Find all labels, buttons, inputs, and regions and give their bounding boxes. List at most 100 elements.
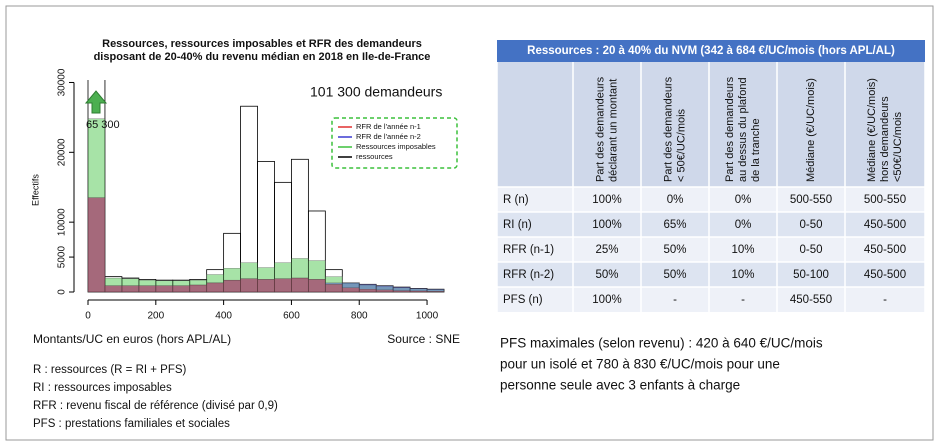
footer-text: PFS maximales (selon revenu) : 420 à 640… xyxy=(500,336,823,351)
bars xyxy=(87,80,445,293)
note: RFR : revenu fiscal de référence (divisé… xyxy=(33,400,278,412)
legend-box xyxy=(331,117,458,169)
y-axis-label: Effectifs xyxy=(30,174,40,206)
histogram-bar xyxy=(257,279,275,293)
histogram-bar xyxy=(409,290,428,293)
table-row-bg xyxy=(497,187,925,212)
arrow-icon xyxy=(84,90,108,114)
table-cell: 50% xyxy=(663,269,686,281)
legend-label: Ressources imposables xyxy=(356,142,436,151)
histogram-bar xyxy=(240,278,258,293)
footer-text: personne seule avec 3 enfants à charge xyxy=(500,378,740,393)
table-cell: 10% xyxy=(731,269,754,281)
table-cell: 10% xyxy=(731,244,754,256)
note: R : ressources (R = RI + PFS) xyxy=(33,364,187,376)
column-header: hors demandeurs xyxy=(879,96,891,182)
x-tick-label: 400 xyxy=(215,311,232,322)
histogram-bar xyxy=(359,289,377,293)
table-cell: 0-50 xyxy=(799,244,822,256)
histogram-bar xyxy=(274,278,292,293)
note: PFS : prestations familiales et sociales xyxy=(33,418,230,430)
histogram-bar xyxy=(392,290,411,293)
row-header: RI (n) xyxy=(503,219,532,231)
y-tick-label: 10000 xyxy=(57,208,68,236)
chart-title: disposant de 20-40% du revenu médian en … xyxy=(94,51,431,63)
row-header: PFS (n) xyxy=(503,294,543,306)
histogram-bar xyxy=(376,289,394,293)
table-cell: 450-500 xyxy=(864,244,906,256)
column-header: déclarant un montant xyxy=(607,79,619,182)
table-cell: - xyxy=(741,294,745,306)
x-tick-label: 600 xyxy=(283,311,300,322)
table-colhead-bg xyxy=(497,62,925,187)
legend-label: RFR de l'année n-1 xyxy=(356,122,421,131)
table-row-bg xyxy=(497,237,925,262)
histogram-bar xyxy=(155,285,173,293)
column-header: <50€/UC/mois xyxy=(892,111,904,182)
table-cell: 450-500 xyxy=(864,219,906,231)
legend-label: ressources xyxy=(356,152,393,161)
y-tick-label: 20000 xyxy=(57,138,68,166)
table-cell: 0% xyxy=(667,194,684,206)
table-cell: 50% xyxy=(595,269,618,281)
table-cell: - xyxy=(673,294,677,306)
histogram-bar xyxy=(342,287,360,293)
table-cell: - xyxy=(883,294,887,306)
histogram-bar xyxy=(308,279,326,293)
table-cell: 450-550 xyxy=(790,294,832,306)
table-cell: 0% xyxy=(735,219,752,231)
y-tick-label: 0 xyxy=(57,289,68,295)
x-caption: Montants/UC en euros (hors APL/AL) xyxy=(33,332,231,346)
table-cell: 0% xyxy=(735,194,752,206)
histogram-bar xyxy=(291,277,309,293)
histogram-bar xyxy=(87,197,106,293)
column-header: Part des demandeurs xyxy=(662,76,674,182)
chart-title: Ressources, ressources imposables et RFR… xyxy=(102,38,422,50)
histogram-bar xyxy=(426,291,445,293)
table-cell: 0-50 xyxy=(799,219,822,231)
column-header: < 50€/UC/mois xyxy=(675,108,687,182)
table-cell: 100% xyxy=(592,294,621,306)
x-tick-label: 200 xyxy=(147,311,164,322)
annotation: 65 300 xyxy=(86,119,120,131)
histogram-bar xyxy=(223,279,241,293)
column-header: de la tranche xyxy=(750,118,762,182)
histogram-bar xyxy=(121,285,140,293)
table-cell: 65% xyxy=(663,219,686,231)
table-row-bg xyxy=(497,212,925,237)
table-title: Ressources : 20 à 40% du NVM (342 à 684 … xyxy=(527,45,895,57)
table-row-bg xyxy=(497,287,925,312)
table-row-bg xyxy=(497,262,925,287)
table-cell: 25% xyxy=(595,244,618,256)
histogram-bar xyxy=(172,285,190,293)
row-header: R (n) xyxy=(503,194,529,206)
histogram-bar xyxy=(104,285,123,293)
footer-text: pour un isolé et 780 à 830 €/UC/mois pou… xyxy=(500,357,780,372)
column-header: Part des demandeurs xyxy=(594,76,606,182)
table-cell: 450-500 xyxy=(864,269,906,281)
y-tick-label: 5000 xyxy=(57,246,68,269)
table-cell: 100% xyxy=(592,194,621,206)
note: RI : ressources imposables xyxy=(33,382,172,394)
x-tick-label: 0 xyxy=(85,311,91,322)
column-header: Médiane (€/UC/mois) xyxy=(866,78,878,182)
histogram-bar xyxy=(206,282,224,293)
row-header: RFR (n-2) xyxy=(503,269,554,281)
table-cell: 500-550 xyxy=(864,194,906,206)
column-header: Part des demandeurs xyxy=(724,76,736,182)
annotation: 101 300 demandeurs xyxy=(310,84,442,100)
y-tick-label: 30000 xyxy=(57,68,68,96)
histogram-bar xyxy=(138,285,156,293)
table-cell: 50-100 xyxy=(793,269,829,281)
row-header: RFR (n-1) xyxy=(503,244,554,256)
table-cell: 100% xyxy=(592,219,621,231)
table-cell: 500-550 xyxy=(790,194,832,206)
x-tick-label: 800 xyxy=(351,311,368,322)
column-header: Médiane (€/UC/mois) xyxy=(805,78,817,182)
histogram-bar xyxy=(189,284,207,293)
column-header: au dessus du plafond xyxy=(737,77,749,182)
legend-label: RFR de l'année n-2 xyxy=(356,132,421,141)
histogram-bar xyxy=(325,284,343,293)
content: Ressources, ressources imposables et RFR… xyxy=(30,38,926,430)
